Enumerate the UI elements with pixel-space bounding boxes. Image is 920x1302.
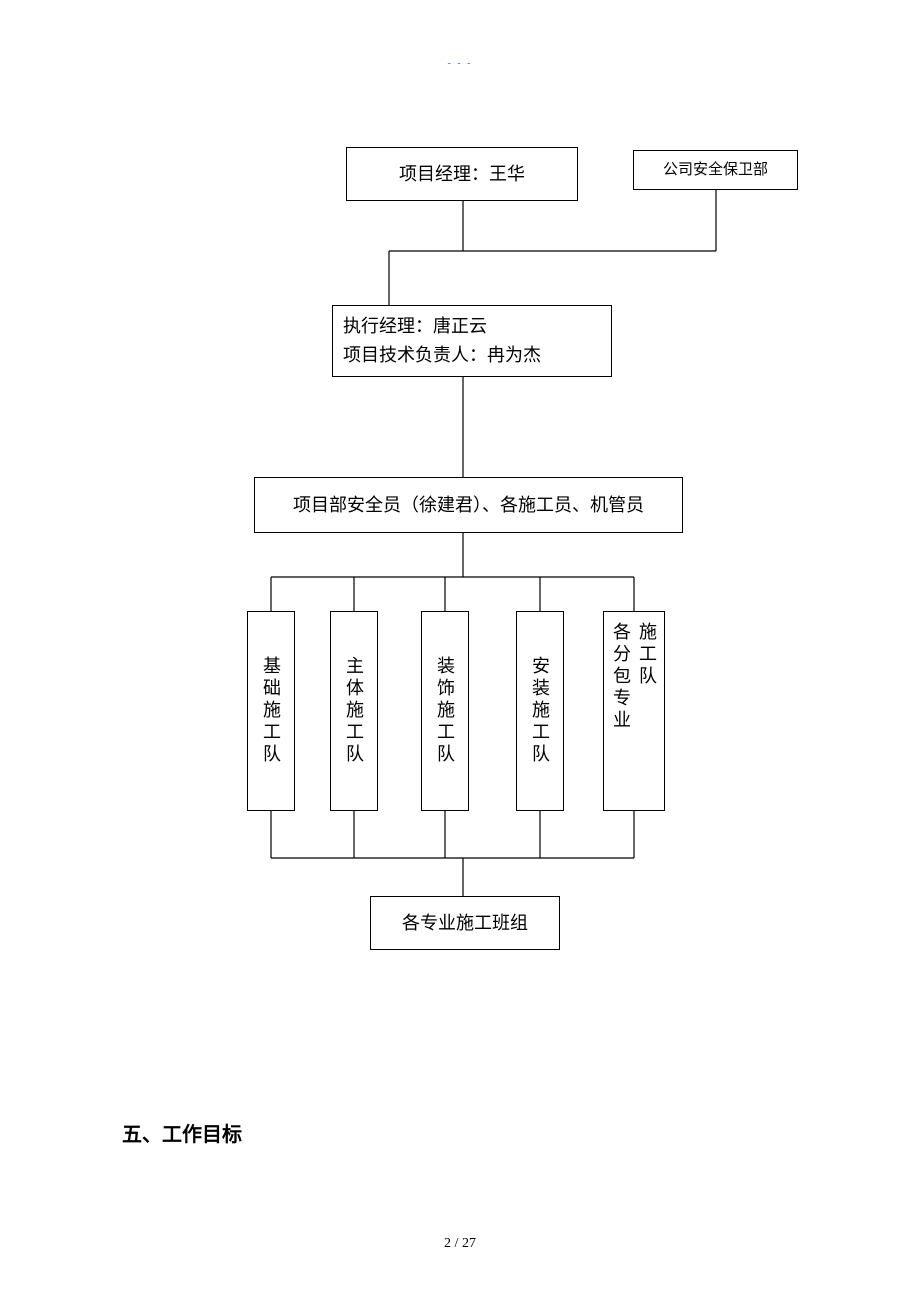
node-text: 各专业施工班组 — [402, 909, 528, 938]
section-heading: 五、工作目标 — [122, 1118, 242, 1147]
page-number: 2 / 27 — [444, 1236, 476, 1252]
header-marker: - - - — [448, 58, 473, 69]
node-text: 公司安全保卫部 — [663, 158, 768, 182]
node-work-groups: 各专业施工班组 — [370, 896, 560, 950]
node-text-col2: 施工队 — [634, 622, 660, 688]
node-text: 项目经理：王华 — [399, 160, 525, 189]
node-text: 装饰施工队 — [432, 656, 458, 766]
node-text: 项目部安全员（徐建君）、各施工员、机管员 — [293, 491, 644, 520]
node-text-line2: 项目技术负责人：冉为杰 — [343, 341, 541, 370]
node-team-install: 安装施工队 — [516, 611, 564, 811]
node-team-main: 主体施工队 — [330, 611, 378, 811]
node-safety-officer: 项目部安全员（徐建君）、各施工员、机管员 — [254, 477, 683, 533]
node-team-subcontract: 各分包专业 施工队 — [603, 611, 665, 811]
node-safety-dept: 公司安全保卫部 — [633, 150, 798, 190]
node-text: 基础施工队 — [258, 656, 284, 766]
node-team-foundation: 基础施工队 — [247, 611, 295, 811]
node-team-decoration: 装饰施工队 — [421, 611, 469, 811]
node-text-line1: 执行经理：唐正云 — [343, 312, 487, 341]
node-exec-manager: 执行经理：唐正云 项目技术负责人：冉为杰 — [332, 305, 612, 377]
node-text: 主体施工队 — [341, 656, 367, 766]
node-project-manager: 项目经理：王华 — [346, 147, 578, 201]
node-text: 安装施工队 — [527, 656, 553, 766]
node-text-col1: 各分包专业 — [608, 622, 634, 732]
